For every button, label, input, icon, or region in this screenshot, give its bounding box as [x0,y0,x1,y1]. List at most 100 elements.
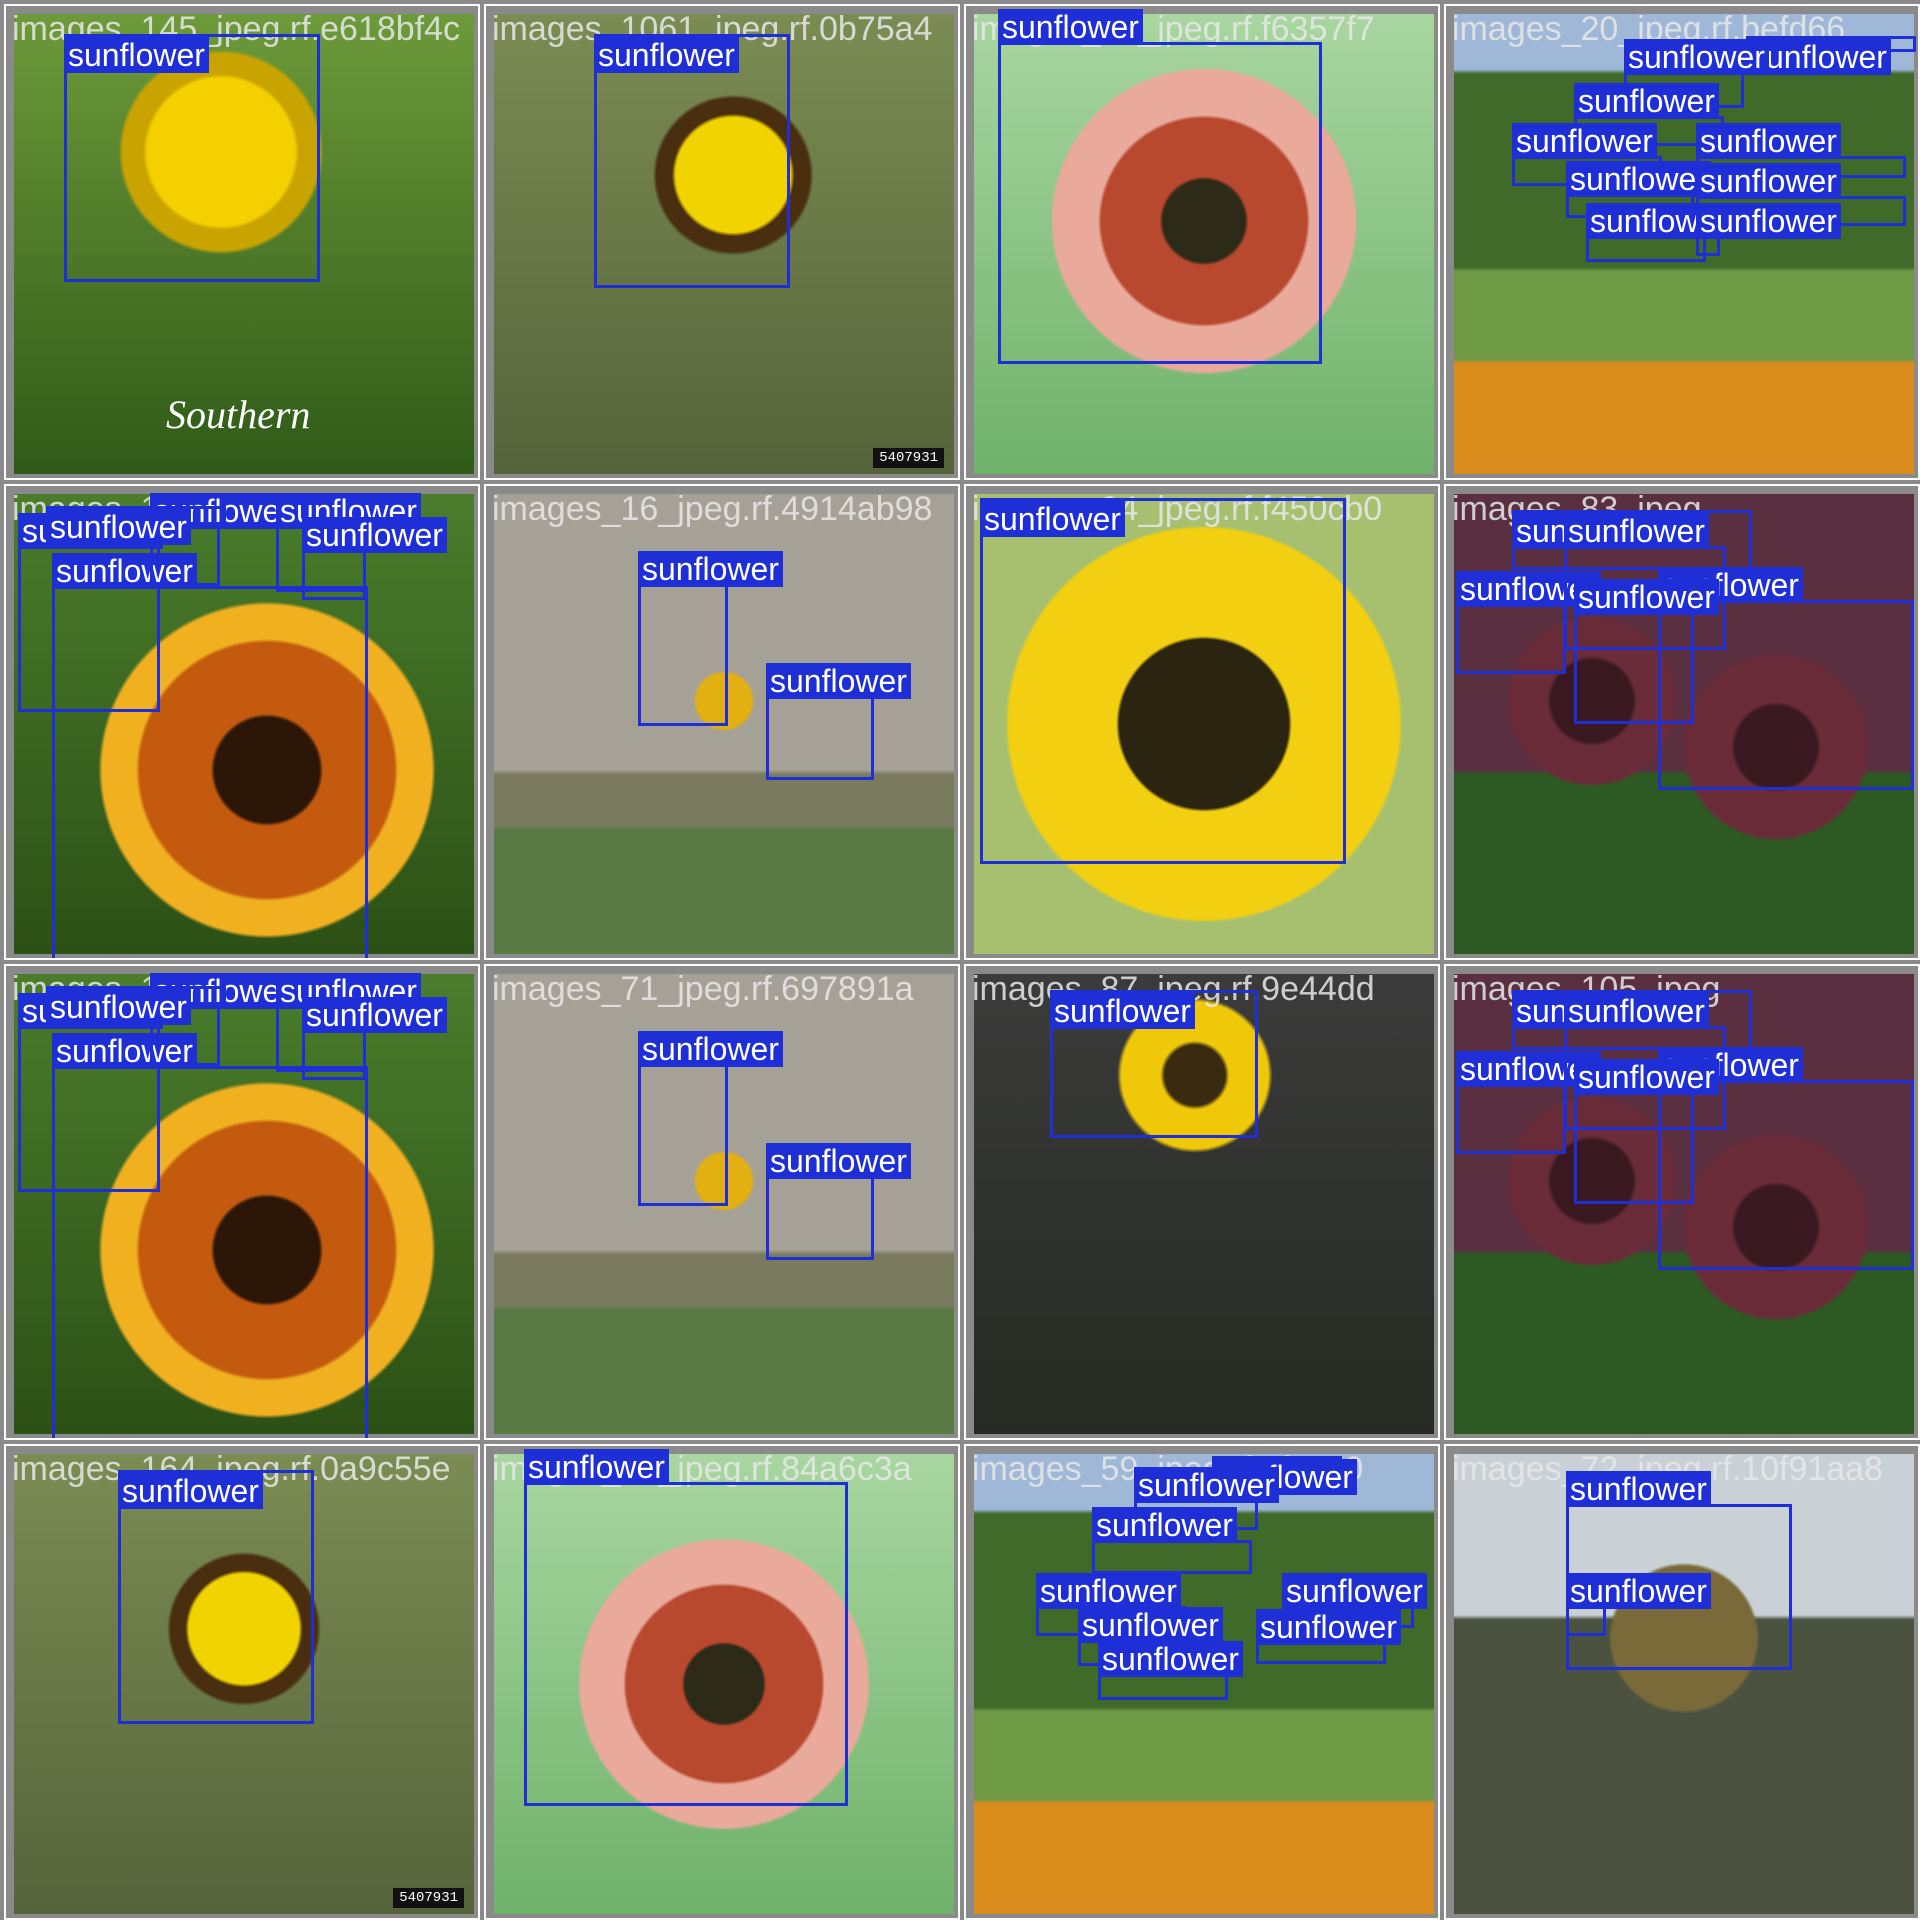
sunflower-photo [974,14,1434,474]
sunflower-photo [494,14,954,474]
detection-box: sunflower [1050,990,1258,1138]
detection-box: sunflower [1746,36,1916,75]
detection-label: sunflower [1566,161,1711,197]
detection-label: sunflower [1696,163,1841,199]
image-tile: images_71_jpeg.rf.697891a sunflower sunflo… [484,964,960,1440]
sunflower-photo [14,1454,474,1914]
image-tile: images_94_jpeg.rf.f450cb0 sunflower [964,484,1440,960]
image-tile: images_16_jpeg.rf.4914ab98 sunflower sunfl… [484,484,960,960]
detection-label: sunflower [1282,1573,1427,1609]
detection-box: sunflower [1456,1051,1601,1154]
image-tile: images_12_jpeg.rf.84a6c3a sunflower [484,1444,960,1920]
detection-box: sunflower [524,1449,848,1806]
detection-label: sunflower [1098,1641,1243,1677]
detection-label: sunflower [302,997,447,1033]
detection-box: sunflower [52,1033,368,1438]
sunflower-photo [14,14,474,474]
stock-id-stamp: 5407931 [393,1888,464,1908]
detection-box: sunflower [1658,1047,1914,1270]
detection-label: sunflower [1574,1059,1719,1095]
detection-box: sunflower [64,34,320,282]
detection-box: sunflower [1696,163,1906,226]
detection-label: sunflower [998,9,1143,45]
sunflower-photo [974,494,1434,954]
detection-label: sunflower [1564,513,1709,549]
detection-label: sunflower [766,1143,911,1179]
detection-box: sunflower [1098,1641,1243,1700]
detection-label: sunflower [594,37,739,73]
sunflower-photo [1454,1454,1914,1914]
detection-label: sunflower [980,501,1125,537]
detection-label: sunflower [64,37,209,73]
detection-label: sunflower [1078,1607,1223,1643]
detection-label: sunflower [638,1031,783,1067]
detection-box: sunflower [638,551,783,726]
detection-label: sunflower [1566,1471,1711,1507]
stock-id-stamp: 5407931 [873,448,944,468]
detection-box: sunflower [1564,993,1726,1130]
detection-box: sunflower [1658,567,1914,790]
image-tile: images_131_jpegsunflowersunflowersunflow… [4,484,480,960]
detection-box: sunflower [1512,123,1662,186]
image-tile: images_96_jpeg.rf.f6357f7 sunflower [964,4,1440,480]
detection-box: sunflower [1696,203,1841,256]
image-tile: images_145_jpeg.rf.e618bf4c Southern sunfl… [4,4,480,480]
image-tile: images_72_jpeg.rf.10f91aa8 sunflower sunfl… [1444,1444,1920,1920]
detection-label: sunflower [1696,203,1841,239]
detection-box: sunflower [1624,39,1769,108]
detection-label: sunflower [1256,1609,1401,1645]
detection-box: sunflower [1134,1467,1279,1530]
detection-label: sunflower [118,1473,263,1509]
detection-label: sunflower [1574,83,1719,119]
brand-logo: Southern [166,392,311,437]
image-tile: images_59_jpeg.rf.4f32c0sunflowersunflow… [964,1444,1440,1920]
detection-box: sunflower [1456,571,1601,674]
detection-box: sunflower [1696,123,1906,178]
detection-box: sunflower [1036,1573,1186,1636]
detection-label: sunflower [1134,1467,1279,1503]
detection-box: sunflower [46,506,226,545]
detection-label: sunflower [1512,123,1657,159]
detection-label: sunflower [1566,1573,1711,1609]
detection-box: sunflower [302,517,447,600]
image-tile: images_131_jpegsunflowersunflowersunflow… [4,964,480,1440]
detection-box: sunflower [766,1143,911,1260]
detection-label: sunflower [1746,39,1891,75]
image-filename: images_16_jpeg.rf.4914ab98 [492,490,933,528]
image-tile: images_105_jpeg sunflower sunflower sunflow… [1444,964,1920,1440]
detection-label: sunflower [1092,1507,1237,1543]
detection-box: sunflower [302,997,447,1080]
detection-label: sunflower [1050,993,1195,1029]
detection-label: sunflower [46,989,191,1025]
image-tile: images_87_jpeg.rf.9e44dd sunflower [964,964,1440,1440]
detection-label: sunflower [1696,123,1841,159]
detection-box: sunflower [638,1031,783,1206]
detection-box: sunflower [1586,203,1731,262]
detection-box: sunflower [1566,1573,1711,1636]
detection-label: sunflower [1574,579,1719,615]
detection-box: sunflower [52,553,368,958]
detection-box: sunflower [1092,1507,1252,1574]
detection-label: sunflower [766,663,911,699]
detection-box: sunflower [1574,1059,1719,1204]
detection-label: sunflower [52,1033,197,1069]
detection-box: sunflower [594,34,790,288]
detection-box: sunflower [1564,513,1726,650]
detection-label: sunflower [46,509,191,545]
detection-label: sunflower [1036,1573,1181,1609]
image-filename: images_71_jpeg.rf.697891a [492,970,914,1008]
detection-box: sunflower [980,498,1346,864]
detection-box: sunflower [1078,1607,1223,1666]
image-tile: images_1061_jpeg.rf.0b75a4 5407931 sunflow… [484,4,960,480]
detection-label: sunflower [1624,39,1769,75]
image-tile: images_83_jpeg sunflower sunflower sunflowe… [1444,484,1920,960]
detection-box: sunflower [46,986,226,1025]
detection-label: sunflower [638,551,783,587]
detection-box: sunflower [766,663,911,780]
detection-label: sunflower [524,1449,669,1485]
detection-box: sunflower [118,1470,314,1724]
image-tile: images_20_jpeg.rf.befd66 sunflower sunflow… [1444,4,1920,480]
sunflower-photo [494,1454,954,1914]
detection-label: sunflower [1564,993,1709,1029]
